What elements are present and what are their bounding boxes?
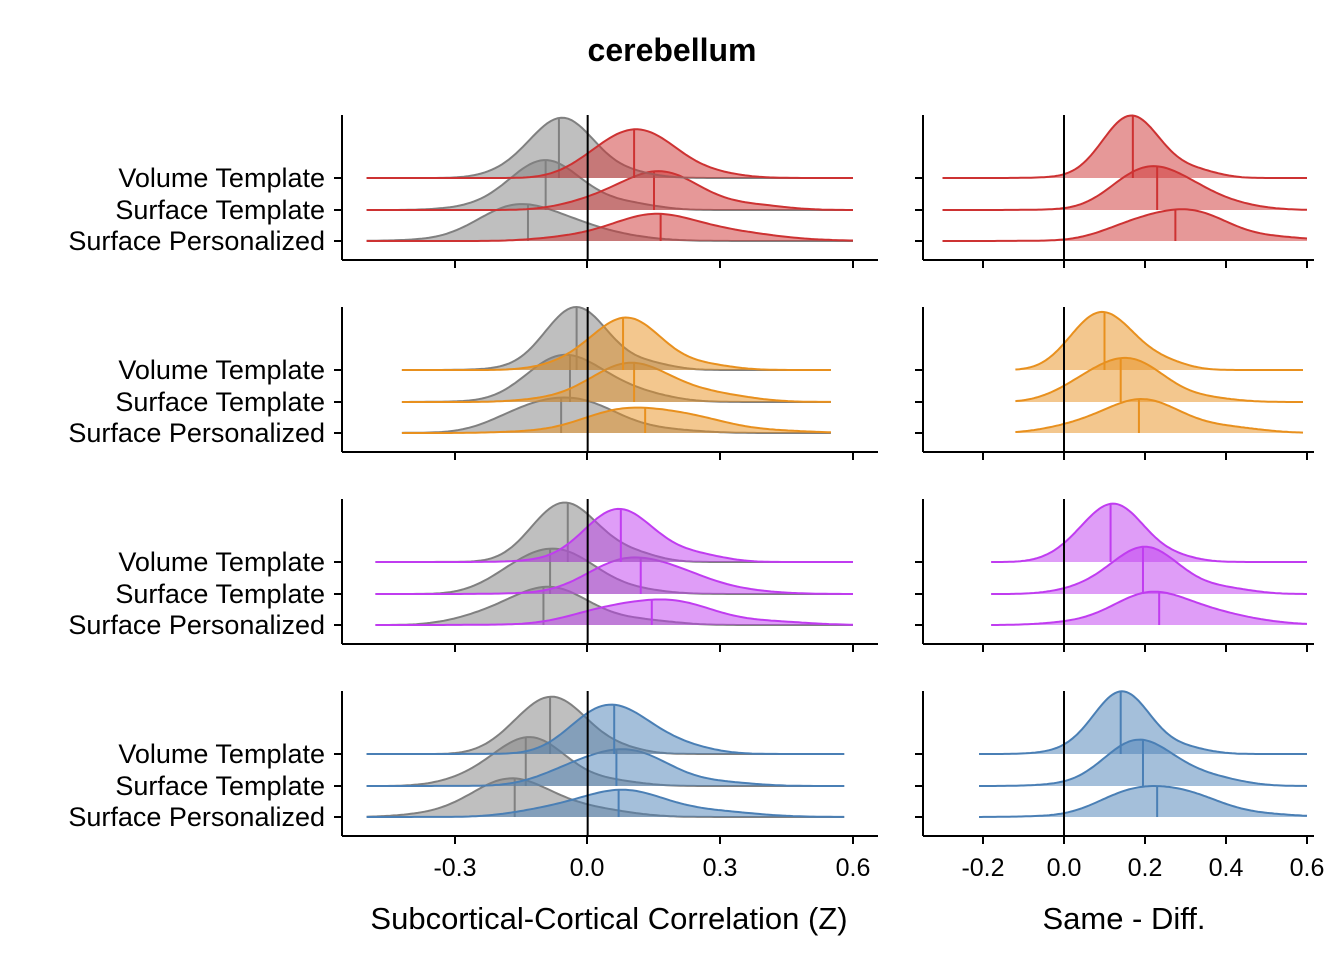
x-tick-label: 0.4 xyxy=(1209,854,1244,882)
row-label: Surface Personalized xyxy=(68,610,325,640)
group-density-fill xyxy=(366,749,845,786)
difference-density-line xyxy=(942,208,1308,242)
group-density-line xyxy=(401,406,831,434)
row-label: Surface Personalized xyxy=(68,418,325,448)
difference-density-line xyxy=(942,114,1307,179)
group-density-fill xyxy=(401,362,831,402)
difference-density-fill xyxy=(942,115,1307,178)
row-label: Volume Template xyxy=(118,547,325,577)
difference-density-line xyxy=(979,785,1308,818)
difference-density-fill xyxy=(1015,311,1303,370)
row-label: Volume Template xyxy=(118,739,325,769)
x-tick-label: 0.6 xyxy=(836,854,871,882)
x-axis-title-difference: Same - Diff. xyxy=(1042,901,1205,936)
group-density-fill xyxy=(366,789,845,817)
difference-density-line xyxy=(991,502,1307,563)
reference-density-fill xyxy=(366,204,853,241)
difference-density-fill xyxy=(942,209,1307,241)
row-label: Surface Personalized xyxy=(68,226,325,256)
group-density-line xyxy=(366,703,845,755)
group-density-fill xyxy=(366,213,853,241)
group-density-line xyxy=(366,788,845,818)
difference-density-fill xyxy=(979,691,1307,754)
group-density-fill xyxy=(375,557,853,594)
reference-density-fill xyxy=(375,548,853,594)
difference-density-fill xyxy=(1015,357,1303,402)
x-tick-label: 0.6 xyxy=(1290,854,1325,882)
x-tick-label: -0.3 xyxy=(433,854,476,882)
group-density-fill xyxy=(375,508,853,562)
group-density-line xyxy=(366,170,853,211)
group-density-line xyxy=(375,507,853,563)
row-label: Volume Template xyxy=(118,163,325,193)
x-tick-label: -0.2 xyxy=(961,854,1004,882)
group-density-fill xyxy=(401,407,831,433)
reference-density-fill xyxy=(366,160,853,210)
group-density-line xyxy=(401,316,831,371)
right-panel-row-4 xyxy=(915,690,1314,844)
x-tick-label: 0.0 xyxy=(570,854,605,882)
group-density-line xyxy=(375,598,853,626)
group-density-line xyxy=(366,128,853,179)
group-density-fill xyxy=(366,129,853,178)
group-density-fill xyxy=(375,599,853,625)
right-panel-row-2 xyxy=(915,307,1314,460)
group-density-fill xyxy=(366,704,845,754)
row-label: Surface Template xyxy=(115,387,325,417)
difference-density-fill xyxy=(991,591,1307,625)
x-tick-label: 0.3 xyxy=(703,854,738,882)
x-tick-label: 0.2 xyxy=(1128,854,1163,882)
x-tick-label: 0.0 xyxy=(1047,854,1082,882)
difference-density-line xyxy=(979,690,1307,755)
chart-title: cerebellum xyxy=(588,32,757,68)
row-label: Volume Template xyxy=(118,355,325,385)
x-axis-title-correlation: Subcortical-Cortical Correlation (Z) xyxy=(370,901,847,936)
difference-density-fill xyxy=(979,786,1307,817)
reference-density-fill xyxy=(366,778,845,817)
difference-density-fill xyxy=(991,546,1307,594)
reference-density-fill xyxy=(375,586,853,625)
right-panel-row-1 xyxy=(915,114,1314,268)
row-label: Surface Personalized xyxy=(68,802,325,832)
difference-density-fill xyxy=(1015,399,1303,433)
row-label: Surface Template xyxy=(115,195,325,225)
row-label: Surface Template xyxy=(115,579,325,609)
right-panel-row-3 xyxy=(915,499,1314,652)
row-label: Surface Template xyxy=(115,771,325,801)
difference-density-fill xyxy=(991,503,1307,562)
group-density-line xyxy=(366,212,853,242)
difference-density-fill xyxy=(942,166,1307,210)
group-density-fill xyxy=(401,317,831,370)
reference-density-fill xyxy=(366,737,845,786)
